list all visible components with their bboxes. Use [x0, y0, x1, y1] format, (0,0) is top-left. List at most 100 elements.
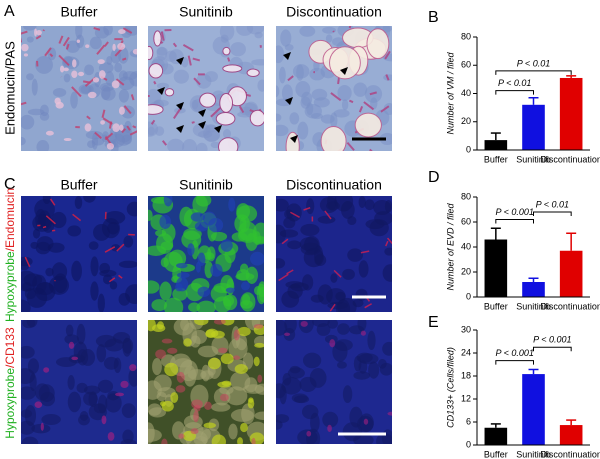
image-feature: [92, 77, 100, 83]
micrograph: [21, 320, 137, 444]
image-feature: [63, 137, 72, 142]
image-feature: [276, 85, 280, 98]
image-feature: [379, 362, 392, 376]
image-feature: [195, 261, 201, 273]
image-feature: [35, 55, 53, 74]
image-feature: [63, 67, 69, 72]
image-feature: [197, 286, 211, 297]
image-feature: [221, 380, 232, 386]
image-feature: [290, 282, 309, 292]
image-feature: [104, 338, 124, 352]
y-tick-label: 40: [461, 241, 471, 251]
image-feature: [45, 267, 54, 277]
image-feature: [21, 114, 35, 130]
image-feature: [103, 26, 113, 36]
image-feature: [228, 197, 236, 212]
image-feature: [26, 287, 48, 308]
image-feature: [132, 125, 137, 129]
image-feature: [203, 422, 216, 429]
image-feature: [302, 352, 322, 369]
image-feature: [191, 121, 195, 124]
image-feature: [230, 371, 251, 391]
image-feature: [157, 321, 164, 330]
image-feature: [150, 119, 156, 125]
image-feature: [240, 422, 248, 433]
arrowhead: [198, 121, 206, 129]
image-feature: [175, 385, 186, 393]
image-feature: [330, 273, 338, 283]
image-feature: [251, 437, 256, 444]
x-tick-label: Sunitinib: [516, 301, 551, 311]
image-feature: [239, 217, 247, 233]
significance-bracket: [495, 219, 534, 224]
image-feature: [240, 281, 250, 291]
image-feature: [49, 53, 54, 58]
image-feature: [222, 64, 243, 73]
image-feature: [314, 254, 327, 266]
micrograph: [21, 26, 137, 151]
row-label-part: /Endomucin: [3, 188, 17, 251]
arrowhead: [290, 135, 298, 143]
image-feature: [71, 70, 78, 79]
image-feature: [90, 281, 99, 301]
image-feature: [21, 37, 23, 43]
image-feature: [21, 43, 29, 52]
image-content: [276, 26, 392, 151]
image-feature: [330, 112, 338, 129]
image-feature: [88, 241, 99, 250]
image-feature: [210, 402, 231, 412]
y-axis-label: Number of VM / filed: [445, 51, 455, 134]
image-feature: [118, 89, 129, 103]
image-content: [276, 196, 392, 312]
image-feature: [281, 238, 289, 245]
image-feature: [45, 130, 54, 136]
image-feature: [67, 375, 75, 390]
image-feature: [96, 344, 107, 363]
image-feature: [114, 62, 123, 73]
image-feature: [129, 364, 137, 372]
image-feature: [193, 410, 199, 423]
image-feature: [363, 101, 375, 111]
image-feature: [385, 240, 389, 247]
image-feature: [190, 212, 206, 222]
image-feature: [183, 338, 192, 347]
arrowhead: [176, 57, 184, 65]
image-feature: [21, 368, 35, 385]
image-feature: [317, 215, 336, 224]
image-feature: [210, 263, 223, 277]
y-tick-label: 0: [466, 291, 471, 301]
image-feature: [228, 423, 238, 440]
image-feature: [38, 384, 55, 402]
y-tick-label: 0: [466, 439, 471, 449]
image-feature: [167, 347, 178, 354]
y-axis-label: CD133+ (Cells/filed): [445, 347, 455, 428]
image-feature: [43, 367, 50, 373]
x-tick-label: Sunitinib: [516, 449, 551, 459]
row-label-part: /CD133: [3, 327, 17, 368]
image-feature: [254, 286, 262, 296]
image-feature: [205, 329, 216, 338]
image-feature: [111, 80, 120, 89]
image-feature: [174, 358, 193, 368]
image-feature: [300, 320, 308, 327]
image-feature: [31, 78, 38, 96]
image-feature: [68, 341, 75, 349]
image-feature: [196, 142, 208, 151]
image-feature: [83, 391, 98, 406]
image-feature: [97, 293, 105, 312]
image-feature: [322, 26, 337, 34]
image-feature: [230, 42, 246, 57]
image-feature: [257, 79, 264, 92]
image-feature: [120, 380, 129, 389]
image-feature: [276, 113, 282, 122]
image-feature: [59, 65, 65, 73]
image-feature: [196, 300, 216, 312]
image-feature: [325, 34, 333, 43]
image-feature: [360, 250, 370, 254]
image-feature: [58, 35, 64, 44]
image-feature: [93, 224, 110, 241]
panel-label: C: [4, 176, 16, 193]
image-feature: [148, 104, 164, 115]
y-tick-label: 60: [461, 216, 471, 226]
image-feature: [128, 367, 137, 387]
